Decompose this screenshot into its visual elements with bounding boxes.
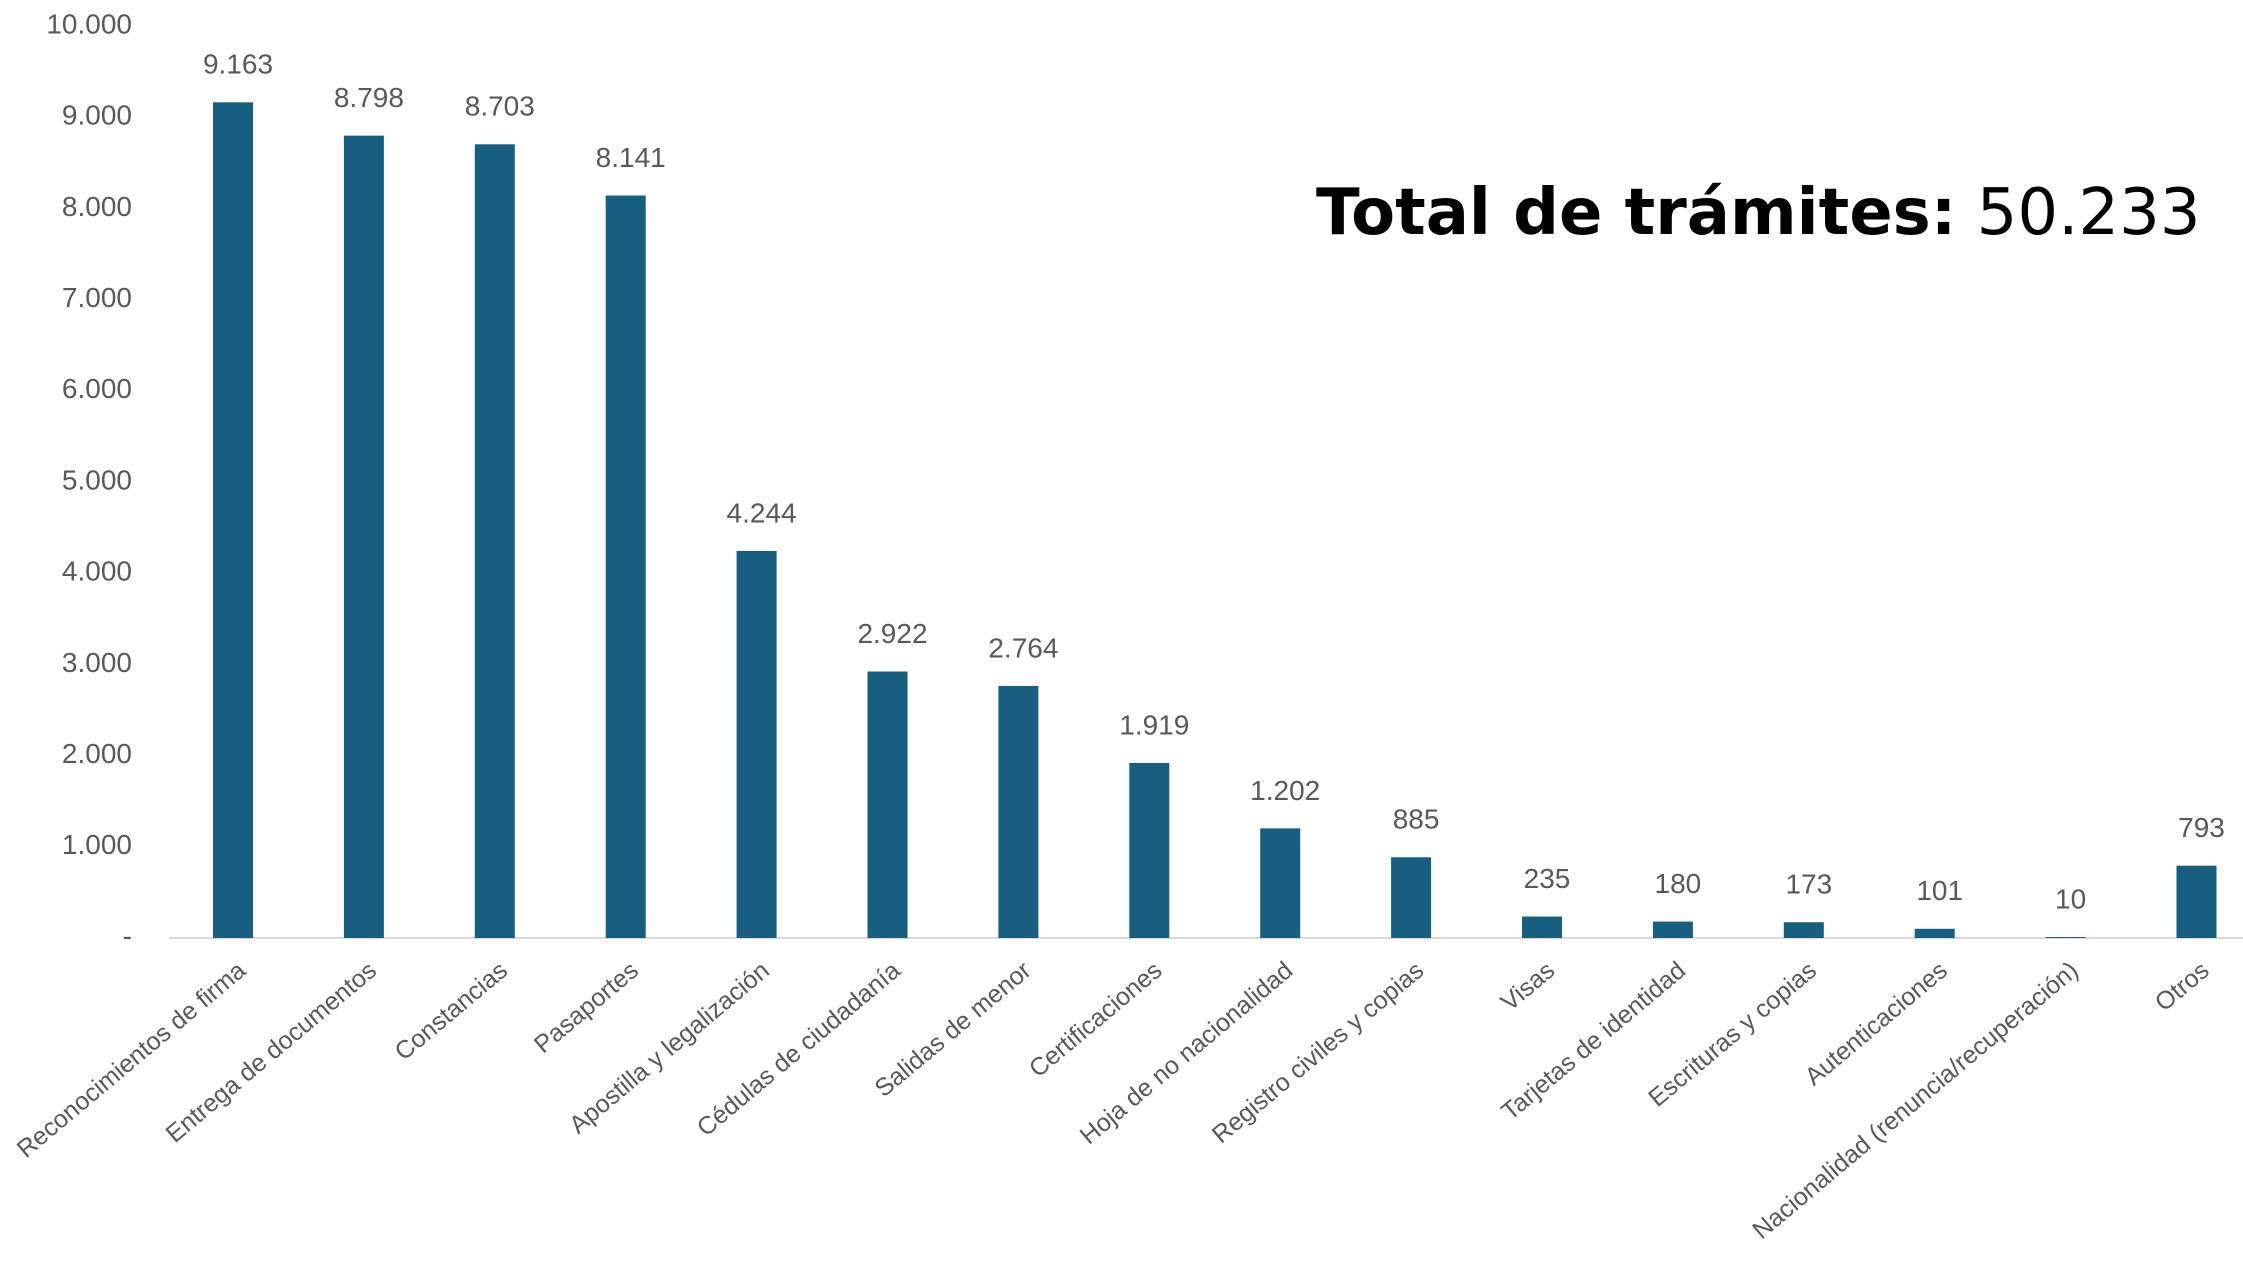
- x-tick-label: Constancias: [390, 956, 513, 1066]
- x-tick-label: Otros: [2150, 956, 2215, 1017]
- bar: [2045, 937, 2086, 938]
- value-label: 173: [1785, 869, 1832, 900]
- bar: [1652, 921, 1693, 938]
- value-label: 101: [1916, 875, 1963, 906]
- y-tick-label: 5.000: [62, 464, 132, 495]
- value-label: 8.798: [334, 82, 404, 113]
- bar: [1783, 922, 1824, 938]
- bar: [605, 195, 646, 939]
- y-tick-label: 9.000: [62, 100, 132, 131]
- total-label: Total de trámites:: [1316, 176, 1956, 250]
- bar: [1129, 762, 1170, 938]
- y-tick-label: 3.000: [62, 647, 132, 678]
- x-tick-label: Pasaportes: [529, 956, 644, 1059]
- bar: [1914, 928, 1955, 938]
- x-tick-label: Hoja de no nacionalidad: [1075, 956, 1299, 1150]
- value-label: 4.244: [727, 497, 797, 528]
- bar: [474, 144, 515, 939]
- value-label: 235: [1524, 863, 1571, 894]
- total-value: 50.233: [1977, 176, 2201, 250]
- value-label: 885: [1393, 804, 1440, 835]
- value-label: 2.922: [857, 618, 927, 649]
- bar: [213, 102, 253, 938]
- value-label: 10: [2055, 883, 2086, 914]
- value-label: 180: [1655, 868, 1702, 899]
- y-tick-label: 10.000: [46, 8, 132, 39]
- bar: [343, 135, 384, 938]
- y-tick-label: 8.000: [62, 191, 132, 222]
- value-label: 1.202: [1250, 775, 1320, 806]
- x-tick-label: Visas: [1496, 956, 1560, 1016]
- bar: [867, 671, 908, 938]
- value-label: 2.764: [988, 632, 1058, 663]
- value-label: 793: [2178, 812, 2225, 843]
- y-tick-label: 1.000: [62, 829, 132, 860]
- total-annotation: Total de trámites: 50.233: [1316, 176, 2201, 250]
- bar: [1260, 828, 1301, 938]
- y-tick-label: 7.000: [62, 282, 132, 313]
- x-tick-label: Registro civiles y copias: [1207, 956, 1429, 1149]
- bar: [736, 550, 777, 938]
- x-tick-label: Entrega de documentos: [161, 956, 382, 1148]
- value-label: 8.703: [465, 91, 535, 122]
- bar: [998, 685, 1039, 938]
- x-tick-label: Reconocimientos de firma: [12, 956, 251, 1163]
- value-label: 1.919: [1119, 709, 1189, 740]
- y-tick-label: 4.000: [62, 556, 132, 587]
- x-tick-label: Certificaciones: [1024, 956, 1168, 1083]
- bar: [2176, 865, 2217, 938]
- bar: [1391, 857, 1432, 938]
- y-tick-label: 2.000: [62, 738, 132, 769]
- y-tick-label: -: [123, 920, 132, 951]
- y-tick-label: 6.000: [62, 373, 132, 404]
- value-label: 9.163: [203, 49, 273, 80]
- bar: [1522, 916, 1562, 938]
- value-label: 8.141: [596, 142, 666, 173]
